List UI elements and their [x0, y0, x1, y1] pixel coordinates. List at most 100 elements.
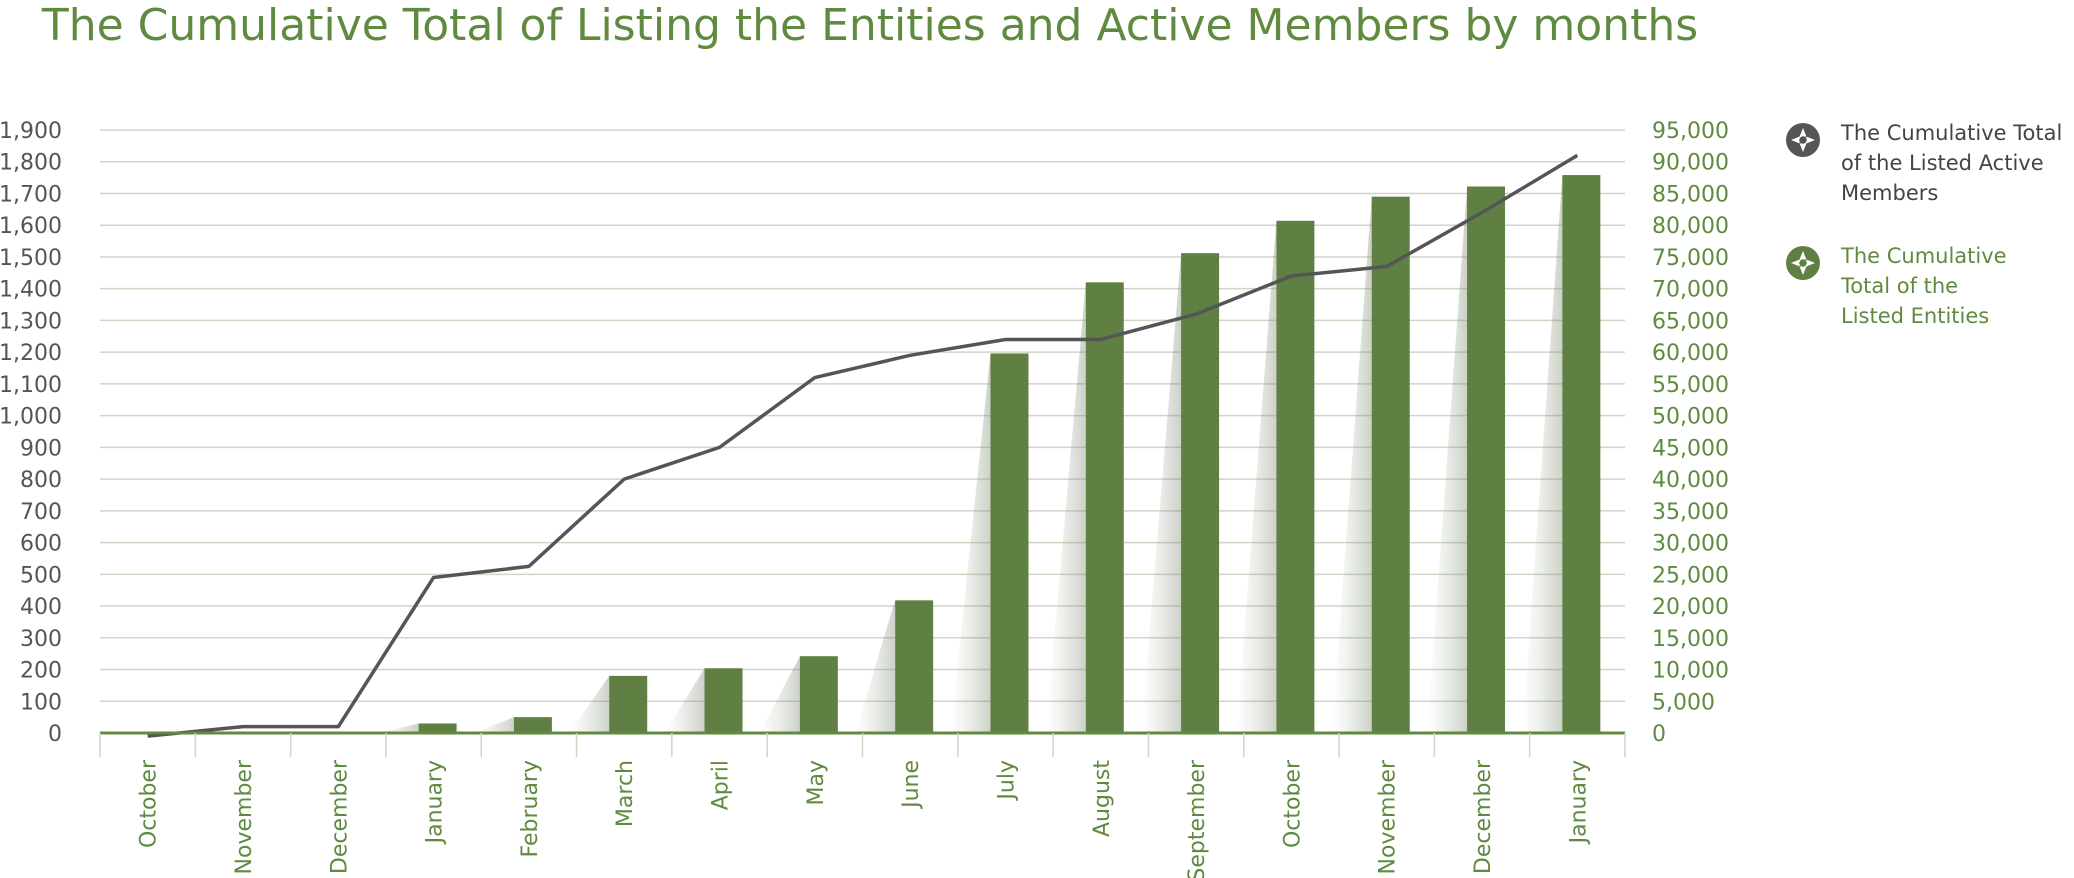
y-left-tick-label: 600	[20, 532, 62, 557]
bar-shadow	[569, 675, 610, 733]
y-right-tick-label: 75,000	[1652, 246, 1729, 271]
bar-shadow	[1522, 175, 1563, 734]
x-tick-label: October	[1280, 759, 1305, 848]
bar-shadow	[1236, 220, 1277, 734]
y-right-tick-label: 60,000	[1652, 341, 1729, 366]
y-right-tick-label: 70,000	[1652, 278, 1729, 303]
y-right-tick-label: 45,000	[1652, 436, 1729, 461]
x-tick-label: December	[327, 759, 352, 874]
y-right-tick-label: 5,000	[1652, 690, 1715, 715]
bar-shadow	[1045, 282, 1086, 733]
y-right-tick-label: 35,000	[1652, 500, 1729, 525]
bar	[1085, 282, 1124, 733]
y-left-tick-label: 500	[20, 563, 62, 588]
bar-shadow	[950, 353, 991, 733]
bar	[418, 723, 457, 733]
bar-shadow	[1427, 186, 1468, 733]
y-left-tick-label: 800	[20, 468, 62, 493]
bar	[799, 656, 838, 733]
y-left-tick-label: 1,500	[0, 246, 62, 271]
legend-entities-line3: Listed Entities	[1841, 304, 1990, 328]
y-left-tick-label: 1,700	[0, 182, 62, 207]
legend-item-entities: The Cumulative Total of the Listed Entit…	[1785, 241, 2007, 331]
x-tick-label: October	[137, 759, 162, 848]
y-left-tick-label: 1,000	[0, 405, 62, 430]
bar	[513, 717, 552, 733]
legend-entities-label: The Cumulative Total of the Listed Entit…	[1841, 241, 2007, 331]
y-right-tick-label: 80,000	[1652, 214, 1729, 239]
y-right-tick-label: 50,000	[1652, 405, 1729, 430]
bar	[609, 675, 648, 733]
x-tick-label: January	[1566, 760, 1591, 845]
bar	[704, 668, 743, 733]
y-left-tick-label: 300	[20, 627, 62, 652]
y-right-tick-label: 30,000	[1652, 532, 1729, 557]
x-tick-label: March	[613, 760, 638, 827]
bar	[1371, 196, 1410, 734]
legend-members-line2: of the Listed Active	[1841, 151, 2044, 175]
y-right-tick-label: 85,000	[1652, 182, 1729, 207]
bar	[1562, 175, 1601, 734]
y-left-tick-label: 1,800	[0, 151, 62, 176]
y-right-tick-label: 40,000	[1652, 468, 1729, 493]
bar-shadow	[664, 668, 705, 733]
y-left-tick-label: 400	[20, 595, 62, 620]
legend-members-label: The Cumulative Total of the Listed Activ…	[1841, 118, 2062, 208]
bar-shadow	[473, 717, 514, 733]
x-tick-label: June	[899, 760, 924, 810]
bar	[990, 353, 1029, 733]
axes	[99, 731, 1626, 757]
y-left-tick-label: 700	[20, 500, 62, 525]
y-right-tick-label: 20,000	[1652, 595, 1729, 620]
y-right-tick-label: 65,000	[1652, 309, 1729, 334]
legend-members-icon	[1786, 123, 1820, 157]
chart-title: The Cumulative Total of Listing the Enti…	[41, 0, 1699, 51]
y-left-tick-label: 1,600	[0, 214, 62, 239]
x-tick-label: April	[709, 760, 734, 810]
bars-entities	[378, 175, 1601, 734]
bar	[895, 600, 934, 733]
legend-entities-line1: The Cumulative	[1841, 244, 2007, 268]
y-right-tick-label: 15,000	[1652, 627, 1729, 652]
y-left-tick-label: 1,900	[0, 119, 62, 144]
y-left-tick-label: 0	[48, 722, 62, 747]
y-left-tick-label: 1,100	[0, 373, 62, 398]
y-right-tick-label: 0	[1652, 722, 1666, 747]
members-line	[147, 153, 1579, 738]
y-right-tick-label: 95,000	[1652, 119, 1729, 144]
x-tick-label: May	[804, 760, 829, 805]
y-right-tick-label: 10,000	[1652, 659, 1729, 684]
legend-item-members: The Cumulative Total of the Listed Activ…	[1785, 118, 2062, 208]
y-left-tick-label: 1,300	[0, 309, 62, 334]
y-left-tick-label: 1,200	[0, 341, 62, 366]
bar-shadow	[855, 600, 896, 733]
y-left-tick-label: 100	[20, 690, 62, 715]
y-left-tick-label: 900	[20, 436, 62, 461]
y-right-tick-label: 55,000	[1652, 373, 1729, 398]
x-tick-label: September	[1185, 759, 1210, 878]
bar	[1181, 253, 1220, 733]
legend-entities-line2: Total of the	[1841, 274, 1959, 298]
line-members	[147, 153, 1579, 738]
bar-shadow	[759, 656, 800, 733]
x-tick-label: February	[518, 760, 543, 858]
legend-entities-icon	[1786, 246, 1820, 280]
legend-members-line1: The Cumulative Total	[1841, 121, 2063, 145]
x-tick-label: November	[1376, 759, 1401, 874]
bar-shadow	[378, 723, 419, 733]
x-tick-label: January	[423, 760, 448, 845]
x-tick-label: November	[232, 759, 257, 874]
y-left-tick-label: 1,400	[0, 278, 62, 303]
y-right-tick-label: 90,000	[1652, 151, 1729, 176]
x-tick-label: August	[1090, 760, 1115, 837]
y-right-tick-label: 25,000	[1652, 563, 1729, 588]
legend-members-line3: Members	[1841, 181, 1939, 205]
bar-shadow	[1331, 196, 1372, 734]
y-left-tick-label: 200	[20, 659, 62, 684]
x-tick-label: December	[1471, 759, 1496, 874]
bar	[1276, 220, 1315, 734]
x-tick-label: July	[994, 760, 1019, 802]
bar-shadow	[1141, 253, 1182, 733]
bar	[1467, 186, 1506, 733]
